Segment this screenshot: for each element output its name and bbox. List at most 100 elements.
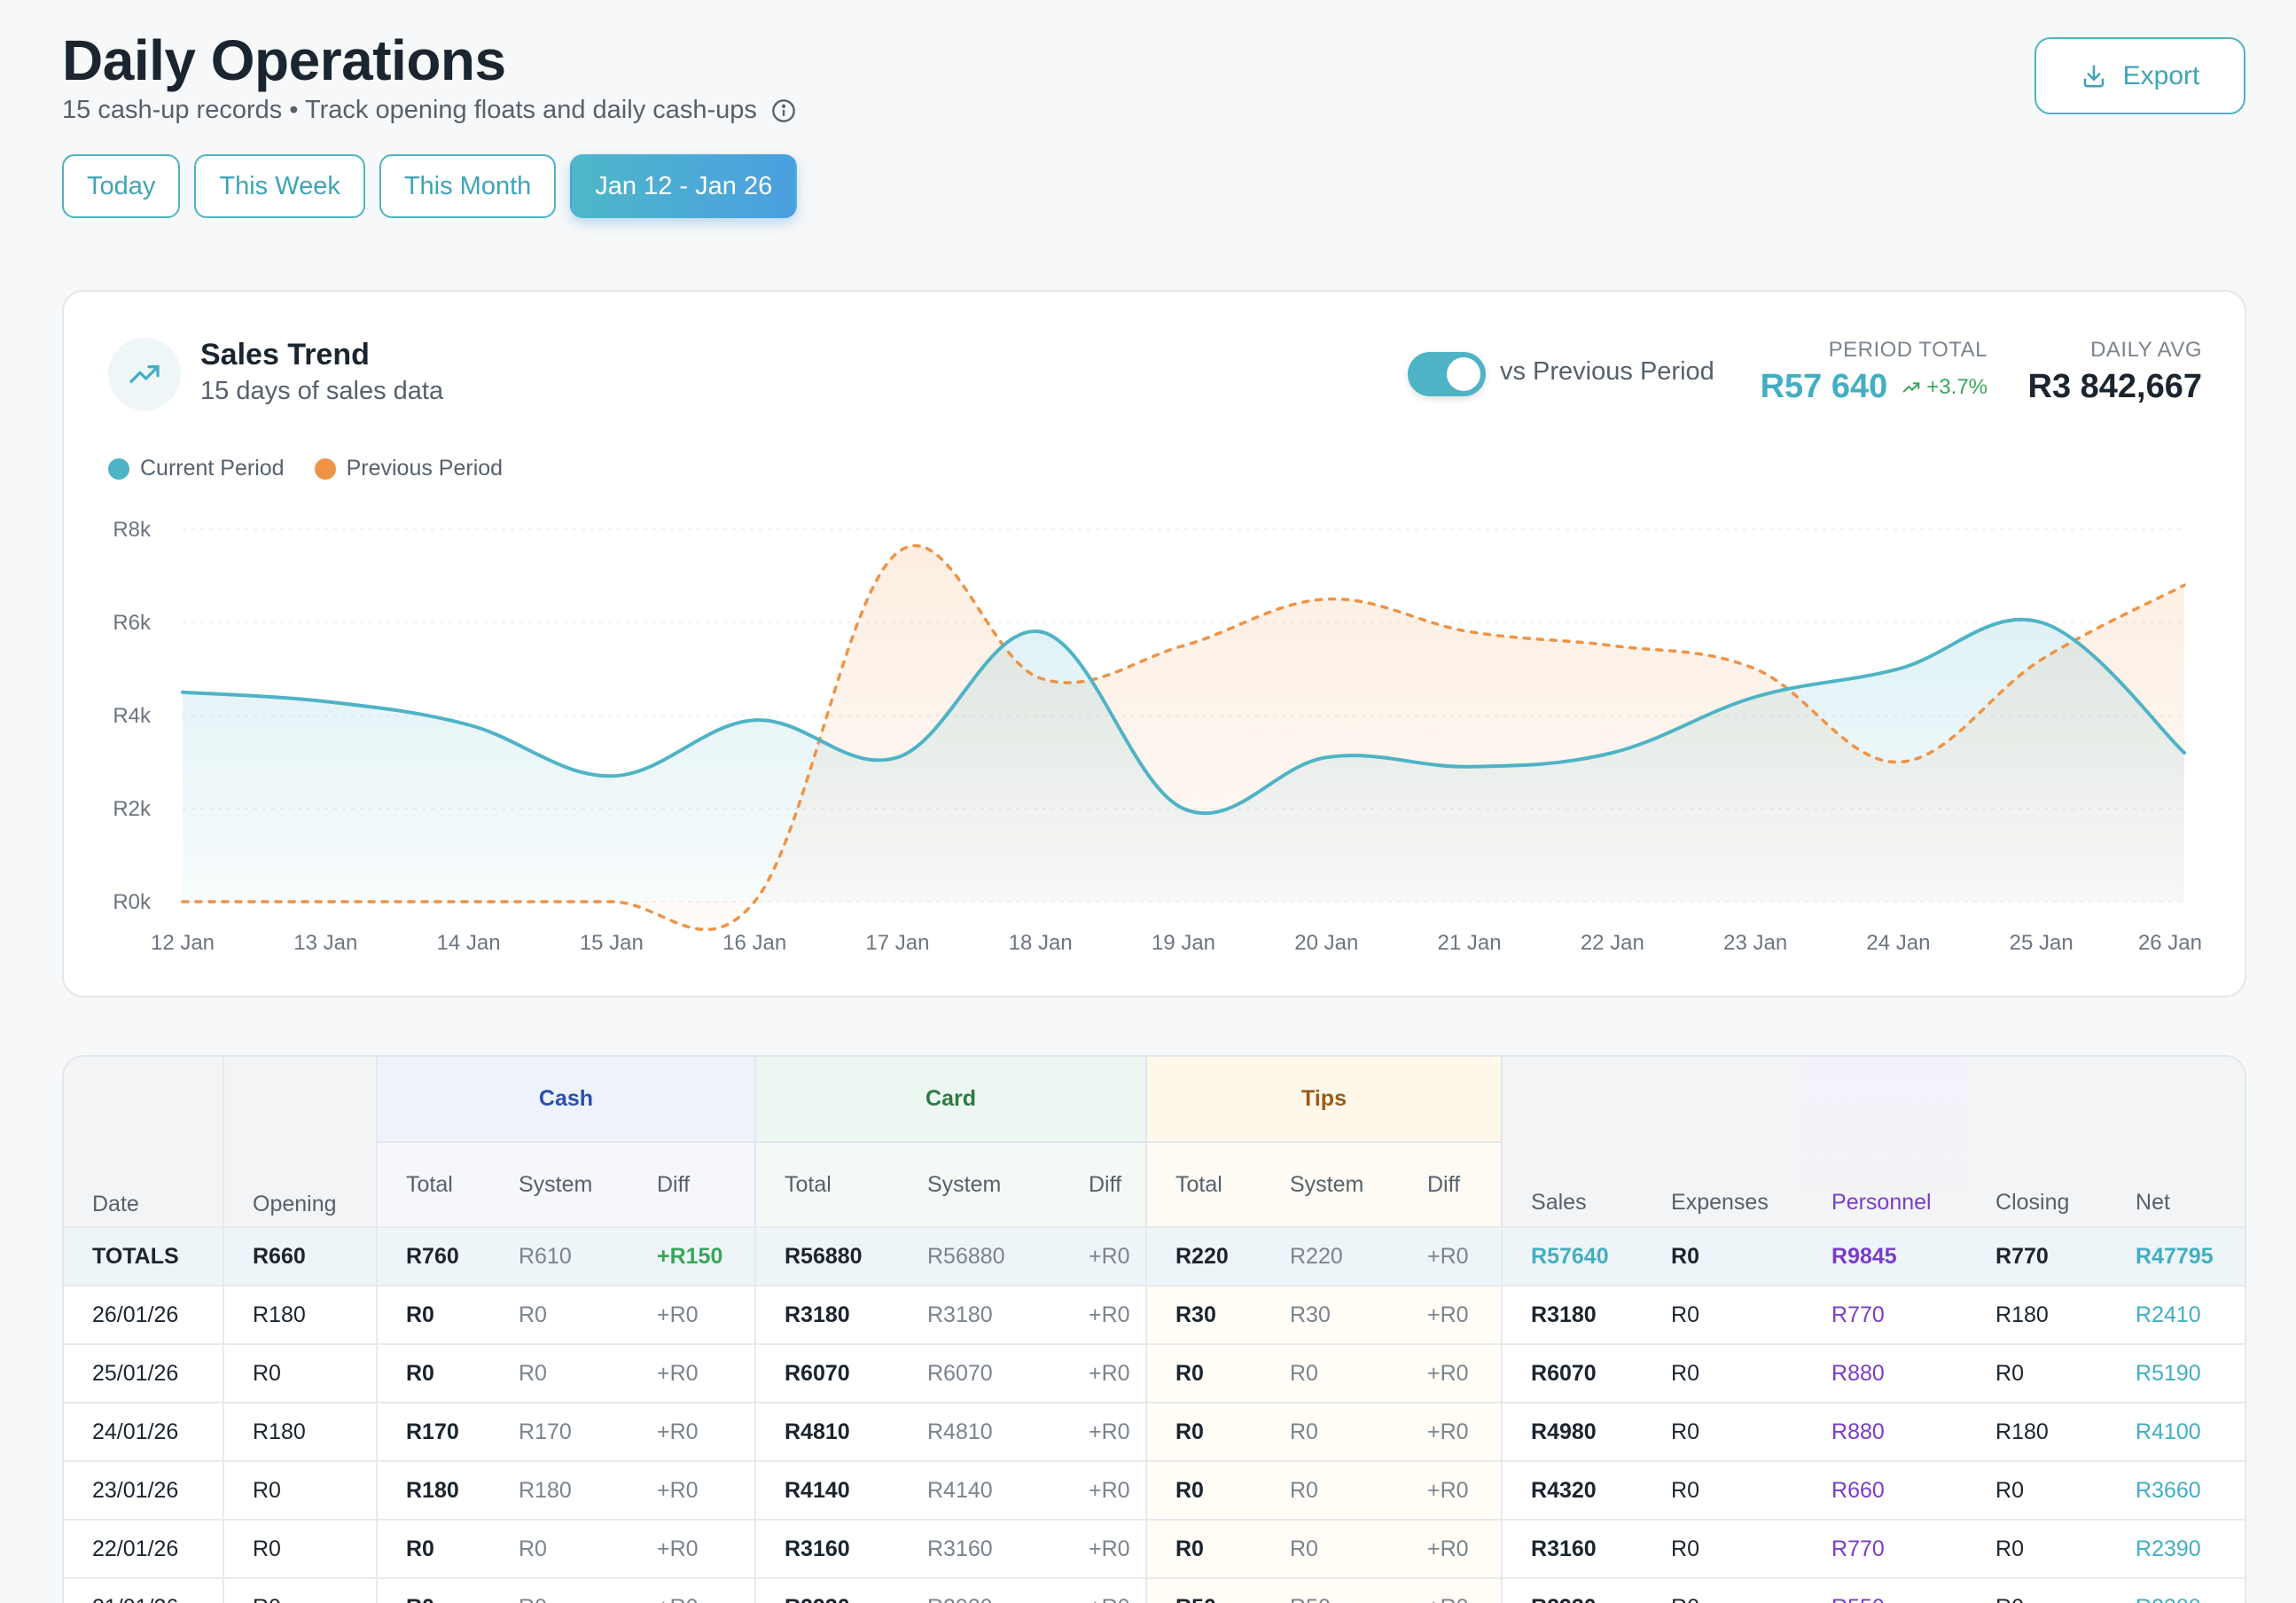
cell-date: 25/01/26 xyxy=(64,1343,224,1403)
x-tick-label: 21 Jan xyxy=(1438,931,1502,955)
info-icon[interactable] xyxy=(771,98,796,123)
legend-previous-swatch xyxy=(314,457,336,480)
legend-previous[interactable]: Previous Period xyxy=(314,456,503,481)
legend-current[interactable]: Current Period xyxy=(108,456,285,481)
cell-tips-total: R0 xyxy=(1146,1343,1261,1403)
x-tick-label: 19 Jan xyxy=(1152,931,1215,955)
card-subtitle: 15 days of sales data xyxy=(200,377,444,405)
cell-card-system: R6070 xyxy=(899,1343,1060,1403)
cell-tips-diff: +R0 xyxy=(1399,1577,1503,1603)
table-body: TOTALS R660 R760 R610 +R150 R56880 R56880 +R0 R2… xyxy=(64,1226,2245,1603)
cell-date: 21/01/26 xyxy=(64,1577,224,1603)
legend-current-label: Current Period xyxy=(140,456,285,481)
compare-toggle-label: vs Previous Period xyxy=(1500,357,1714,386)
cell-card-total: R56880 xyxy=(755,1226,899,1286)
col-cash-diff[interactable]: Diff xyxy=(629,1142,756,1227)
table-row[interactable]: 21/01/26R0R0R0+R0R2930R2930+R0R50R50+R0R… xyxy=(64,1577,2245,1603)
page-subtitle: 15 cash-up records • Track opening float… xyxy=(62,96,757,124)
col-card-system[interactable]: System xyxy=(899,1142,1060,1227)
cell-opening: R0 xyxy=(223,1577,378,1603)
filter-today[interactable]: Today xyxy=(62,154,181,218)
filter-this-week[interactable]: This Week xyxy=(194,154,365,218)
cell-card-total: R2930 xyxy=(755,1577,899,1603)
cell-tips-diff: +R0 xyxy=(1399,1460,1503,1520)
col-card-diff[interactable]: Diff xyxy=(1060,1142,1147,1227)
export-button[interactable]: Export xyxy=(2034,37,2245,114)
cell-net: R47795 xyxy=(2107,1226,2245,1286)
col-expenses[interactable]: Expenses xyxy=(1643,1057,1804,1227)
cell-tips-total: R0 xyxy=(1146,1460,1261,1520)
period-total-label: PERIOD TOTAL xyxy=(1828,338,1988,362)
chart-legend: Current Period Previous Period xyxy=(108,456,503,481)
col-personnel[interactable]: Personnel xyxy=(1803,1057,1968,1227)
cell-card-system: R2930 xyxy=(899,1577,1060,1603)
cell-date: 26/01/26 xyxy=(64,1285,224,1344)
cell-card-diff: +R0 xyxy=(1060,1285,1147,1344)
cell-net: R2380 xyxy=(2107,1577,2245,1603)
cashup-table: Date Opening Cash Card Tips Sales Expens… xyxy=(64,1057,2245,1603)
cell-expenses: R0 xyxy=(1643,1343,1804,1403)
cell-card-diff: +R0 xyxy=(1060,1577,1147,1603)
daily-avg-value: R3 842,667 xyxy=(2027,368,2203,405)
totals-row[interactable]: TOTALS R660 R760 R610 +R150 R56880 R56880 +R0 R2… xyxy=(64,1226,2245,1286)
col-closing[interactable]: Closing xyxy=(1967,1057,2108,1227)
table-row[interactable]: 22/01/26 R0 R0 R0 +R0 R3160 R3160 +R0 R0 R0 +R0 R31… xyxy=(64,1519,2245,1578)
page-title: Daily Operations xyxy=(62,28,506,92)
filter-date-range[interactable]: Jan 12 - Jan 26 xyxy=(570,154,798,218)
cell-tips-system: R220 xyxy=(1261,1226,1399,1286)
cell-net: R5190 xyxy=(2107,1343,2245,1403)
cell-date: 22/01/26 xyxy=(64,1519,224,1578)
cell-card-diff: +R0 xyxy=(1060,1519,1147,1578)
previous-period-line[interactable] xyxy=(181,543,2186,932)
filter-this-month[interactable]: This Month xyxy=(379,154,557,218)
cell-cash-system: R0 xyxy=(490,1343,629,1403)
col-cash-system[interactable]: System xyxy=(490,1142,629,1227)
y-tick-label: R8k xyxy=(113,518,152,542)
current-period-line[interactable] xyxy=(181,617,2186,816)
table-row[interactable]: 23/01/26 R0 R180 R180 +R0 R4140 R4140 +R0 R0 R0 +R… xyxy=(64,1460,2245,1520)
cashup-table-container: Date Opening Cash Card Tips Sales Expens… xyxy=(62,1055,2246,1603)
cell-expenses: R0 xyxy=(1643,1460,1804,1520)
page-subtitle-row: 15 cash-up records • Track opening float… xyxy=(62,96,796,125)
cell-sales: R4980 xyxy=(1502,1402,1644,1461)
table-row[interactable]: 25/01/26 R0 R0 R0 +R0 R6070 R6070 +R0 R0 R0 +R0 R60… xyxy=(64,1343,2245,1403)
col-opening[interactable]: Opening xyxy=(223,1057,378,1227)
cell-date: 24/01/26 xyxy=(64,1402,224,1461)
cell-closing: R0 xyxy=(1967,1343,2108,1403)
cell-tips-diff: +R0 xyxy=(1399,1519,1503,1578)
period-total-value-row: R57 640 +3.7% xyxy=(1761,368,1988,406)
cell-expenses: R0 xyxy=(1643,1285,1804,1344)
col-net[interactable]: Net xyxy=(2107,1057,2245,1227)
cell-opening: R180 xyxy=(223,1402,378,1461)
cell-cash-diff: +R0 xyxy=(629,1519,756,1578)
table-row[interactable]: 24/01/26 R180 R170 R170 +R0 R4810 R4810 +R0 R0 R0… xyxy=(64,1402,2245,1461)
cell-tips-total: R0 xyxy=(1146,1519,1261,1578)
cell-cash-system: R0 xyxy=(490,1519,629,1578)
cell-closing: R770 xyxy=(1967,1226,2108,1286)
col-tips-total[interactable]: Total xyxy=(1146,1142,1261,1227)
col-cash-total[interactable]: Total xyxy=(377,1142,490,1227)
col-tips-system[interactable]: System xyxy=(1261,1142,1399,1227)
col-sales[interactable]: Sales xyxy=(1502,1057,1644,1227)
y-tick-label: R6k xyxy=(113,611,152,635)
cell-sales: R2930 xyxy=(1502,1577,1644,1603)
cell-net: R2390 xyxy=(2107,1519,2245,1578)
cell-date: 23/01/26 xyxy=(64,1460,224,1520)
compare-toggle[interactable] xyxy=(1408,352,1486,396)
cell-cash-diff: +R0 xyxy=(629,1343,756,1403)
cell-tips-system: R30 xyxy=(1261,1285,1399,1344)
y-tick-label: R2k xyxy=(113,797,152,821)
col-tips-diff[interactable]: Diff xyxy=(1399,1142,1503,1227)
col-date[interactable]: Date xyxy=(64,1057,224,1227)
x-tick-label: 13 Jan xyxy=(293,931,357,955)
table-row[interactable]: 26/01/26 R180 R0 R0 +R0 R3180 R3180 +R0 R30 R30 +R… xyxy=(64,1285,2245,1344)
sales-trend-chart: R0k R2k R4k R6k R8k 12 Jan 13 Jan 14 Jan 15 Jan 1… xyxy=(113,518,2202,955)
export-label: Export xyxy=(2122,60,2200,90)
cell-personnel: R550 xyxy=(1803,1577,1968,1603)
cell-expenses: R0 xyxy=(1643,1226,1804,1286)
cell-cash-system: R170 xyxy=(490,1402,629,1461)
cell-sales: R6070 xyxy=(1502,1343,1644,1403)
col-card-total[interactable]: Total xyxy=(755,1142,899,1227)
cell-sales: R4320 xyxy=(1502,1460,1644,1520)
cell-tips-diff: +R0 xyxy=(1399,1402,1503,1461)
